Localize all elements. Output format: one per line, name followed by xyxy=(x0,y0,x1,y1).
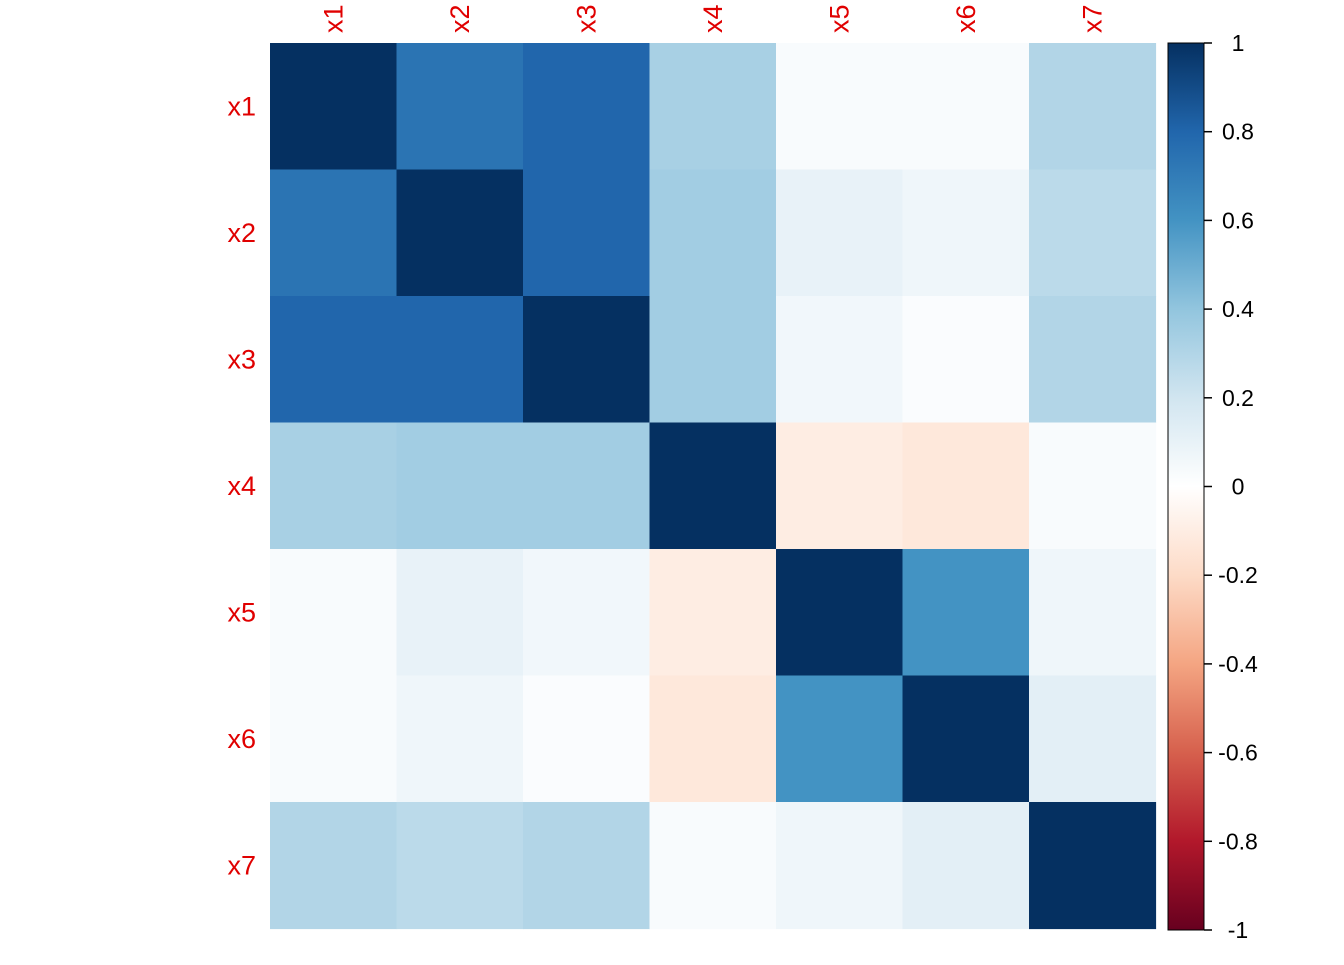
heatmap-cell-x5-x4 xyxy=(649,549,777,677)
heatmap-cell-x6-x7 xyxy=(1029,675,1157,803)
heatmap-cell-x4-x2 xyxy=(396,422,524,550)
heatmap-cell-x7-x2 xyxy=(396,802,524,930)
heatmap-cell-x2-x1 xyxy=(270,169,398,297)
heatmap-cell-x6-x4 xyxy=(649,675,777,803)
column-label-x4: x4 xyxy=(698,4,728,33)
row-label-x2: x2 xyxy=(227,218,256,248)
row-label-x6: x6 xyxy=(227,724,256,754)
heatmap-cell-x2-x4 xyxy=(649,169,777,297)
colorbar-tick-label: 0.6 xyxy=(1222,207,1254,233)
heatmap-cell-x3-x2 xyxy=(396,296,524,424)
heatmap-cell-x3-x4 xyxy=(649,296,777,424)
row-label-x4: x4 xyxy=(227,471,256,501)
heatmap-cell-x6-x2 xyxy=(396,675,524,803)
heatmap-cell-x4-x1 xyxy=(270,422,398,550)
heatmap-cell-x7-x6 xyxy=(902,802,1030,930)
heatmap-cell-x2-x2 xyxy=(396,169,524,297)
heatmap-cell-x5-x3 xyxy=(523,549,651,677)
heatmap-cell-x7-x1 xyxy=(270,802,398,930)
heatmap-cell-x5-x5 xyxy=(776,549,904,677)
row-label-x7: x7 xyxy=(227,850,256,880)
column-label-x5: x5 xyxy=(824,4,854,33)
heatmap-cell-x7-x3 xyxy=(523,802,651,930)
heatmap-cell-x1-x1 xyxy=(270,43,398,171)
colorbar-tick-label: 0.8 xyxy=(1222,119,1254,145)
colorbar-gradient xyxy=(1168,43,1204,930)
heatmap-cell-x1-x2 xyxy=(396,43,524,171)
heatmap-cell-x5-x7 xyxy=(1029,549,1157,677)
colorbar-tick-label: -0.4 xyxy=(1218,651,1258,677)
heatmap-cell-x5-x6 xyxy=(902,549,1030,677)
colorbar-tick-label: 1 xyxy=(1232,30,1245,56)
heatmap-cell-x4-x7 xyxy=(1029,422,1157,550)
colorbar-tick-label: -0.8 xyxy=(1218,828,1258,854)
heatmap-cell-x3-x5 xyxy=(776,296,904,424)
heatmap-cell-x2-x3 xyxy=(523,169,651,297)
heatmap-cell-x3-x3 xyxy=(523,296,651,424)
column-label-x2: x2 xyxy=(445,4,475,33)
heatmap-cell-x6-x3 xyxy=(523,675,651,803)
column-labels: x1 x2 x3 x4 x5 x6 x7 xyxy=(318,4,1107,33)
heatmap-cell-x5-x1 xyxy=(270,549,398,677)
heatmap-cell-x4-x5 xyxy=(776,422,904,550)
column-label-x7: x7 xyxy=(1077,4,1107,33)
colorbar: 1 0.8 0.6 0.4 0.2 0 -0.2 -0.4 -0.6 -0.8 -1 xyxy=(1167,30,1258,943)
heatmap-cell-x1-x4 xyxy=(649,43,777,171)
colorbar-tick-label: -1 xyxy=(1228,917,1248,943)
row-labels: x1 x2 x3 x4 x5 x6 x7 xyxy=(227,91,256,880)
heatmap-cell-x7-x7 xyxy=(1029,802,1157,930)
heatmap-cell-x5-x2 xyxy=(396,549,524,677)
heatmap-cell-x4-x6 xyxy=(902,422,1030,550)
heatmap-cell-x6-x5 xyxy=(776,675,904,803)
heatmap-cell-x7-x4 xyxy=(649,802,777,930)
heatmap-cell-x7-x5 xyxy=(776,802,904,930)
heatmap-cell-x1-x5 xyxy=(776,43,904,171)
heatmap-cell-x2-x7 xyxy=(1029,169,1157,297)
heatmap-cells xyxy=(270,43,1157,930)
heatmap-cell-x4-x3 xyxy=(523,422,651,550)
heatmap-cell-x6-x1 xyxy=(270,675,398,803)
row-label-x1: x1 xyxy=(227,91,256,121)
colorbar-tick-label: 0.4 xyxy=(1222,296,1254,322)
heatmap-cell-x2-x5 xyxy=(776,169,904,297)
colorbar-tick-label: 0 xyxy=(1232,474,1245,500)
column-label-x1: x1 xyxy=(318,4,348,33)
heatmap-cell-x1-x6 xyxy=(902,43,1030,171)
heatmap-cell-x2-x6 xyxy=(902,169,1030,297)
column-label-x6: x6 xyxy=(951,4,981,33)
colorbar-tick-label: -0.2 xyxy=(1218,562,1258,588)
heatmap-cell-x1-x3 xyxy=(523,43,651,171)
colorbar-tick-label: 0.2 xyxy=(1222,385,1254,411)
column-label-x3: x3 xyxy=(571,4,601,33)
heatmap-cell-x6-x6 xyxy=(902,675,1030,803)
heatmap-cell-x1-x7 xyxy=(1029,43,1157,171)
row-label-x5: x5 xyxy=(227,597,256,627)
colorbar-tick-label: -0.6 xyxy=(1218,740,1258,766)
heatmap-cell-x4-x4 xyxy=(649,422,777,550)
heatmap-cell-x3-x6 xyxy=(902,296,1030,424)
row-label-x3: x3 xyxy=(227,344,256,374)
heatmap-cell-x3-x1 xyxy=(270,296,398,424)
heatmap-cell-x3-x7 xyxy=(1029,296,1157,424)
